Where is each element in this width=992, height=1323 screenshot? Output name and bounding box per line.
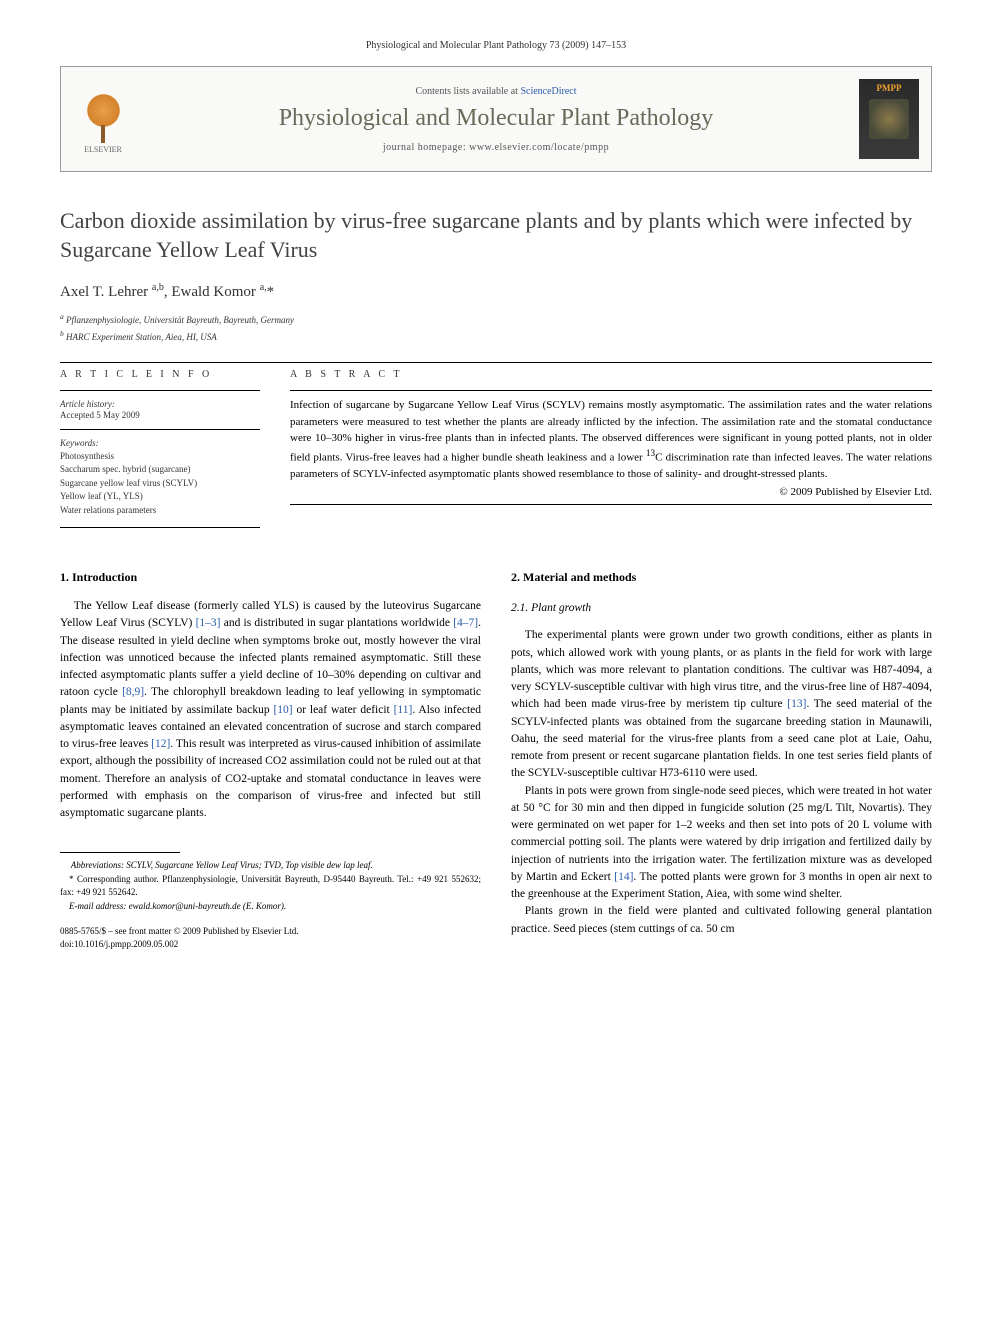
ref-link[interactable]: [11] xyxy=(394,704,413,716)
keywords-label: Keywords: xyxy=(60,438,260,448)
journal-homepage: journal homepage: www.elsevier.com/locat… xyxy=(148,142,844,153)
publisher-name: ELSEVIER xyxy=(84,145,122,154)
journal-name: Physiological and Molecular Plant Pathol… xyxy=(148,105,844,132)
journal-cover-thumbnail: PMPP xyxy=(859,79,919,159)
ref-link[interactable]: [14] xyxy=(614,871,633,883)
abstract-text: Infection of sugarcane by Sugarcane Yell… xyxy=(290,397,932,482)
methods-paragraph-2: Plants in pots were grown from single-no… xyxy=(511,783,932,904)
affiliations: a Pflanzenphysiologie, Universität Bayre… xyxy=(60,311,932,344)
body-columns: 1. Introduction The Yellow Leaf disease … xyxy=(60,568,932,950)
cover-image-icon xyxy=(869,99,909,139)
ref-link[interactable]: [1–3] xyxy=(196,617,221,629)
contents-prefix: Contents lists available at xyxy=(415,86,520,97)
page: Physiological and Molecular Plant Pathol… xyxy=(0,0,992,991)
running-head: Physiological and Molecular Plant Pathol… xyxy=(60,40,932,51)
subsection-2-1-heading: 2.1. Plant growth xyxy=(511,600,932,617)
ref-link[interactable]: [4–7] xyxy=(453,617,478,629)
abstract-column: A B S T R A C T Infection of sugarcane b… xyxy=(290,369,932,517)
article-title: Carbon dioxide assimilation by virus-fre… xyxy=(60,207,932,264)
ref-link[interactable]: [10] xyxy=(273,704,292,716)
elsevier-logo: ELSEVIER xyxy=(73,84,133,154)
contents-available-line: Contents lists available at ScienceDirec… xyxy=(148,86,844,97)
section-1-heading: 1. Introduction xyxy=(60,568,481,586)
footnote-corresponding: * Corresponding author. Pflanzenphysiolo… xyxy=(60,873,481,900)
copyright-line: © 2009 Published by Elsevier Ltd. xyxy=(290,486,932,498)
abstract-divider xyxy=(290,390,932,391)
authors: Axel T. Lehrer a,b, Ewald Komor a,* xyxy=(60,282,932,301)
info-divider xyxy=(60,429,260,430)
ref-link[interactable]: [8,9] xyxy=(122,686,144,698)
affiliation-b: b HARC Experiment Station, Aiea, HI, USA xyxy=(60,328,932,345)
article-info-column: A R T I C L E I N F O Article history: A… xyxy=(60,369,260,517)
header-center: Contents lists available at ScienceDirec… xyxy=(148,86,844,153)
ref-link[interactable]: [12] xyxy=(151,738,170,750)
abstract-heading: A B S T R A C T xyxy=(290,369,932,380)
footnotes: Abbreviations: SCYLV, Sugarcane Yellow L… xyxy=(60,859,481,913)
front-matter-line: 0885-5765/$ – see front matter © 2009 Pu… xyxy=(60,925,481,938)
doi-line: doi:10.1016/j.pmpp.2009.05.002 xyxy=(60,938,481,951)
intro-paragraph: The Yellow Leaf disease (formerly called… xyxy=(60,598,481,822)
affiliation-a: a Pflanzenphysiologie, Universität Bayre… xyxy=(60,311,932,328)
info-bottom-divider xyxy=(60,527,260,528)
footnote-email: E-mail address: ewald.komor@uni-bayreuth… xyxy=(60,900,481,914)
right-column: 2. Material and methods 2.1. Plant growt… xyxy=(511,568,932,950)
article-info-heading: A R T I C L E I N F O xyxy=(60,369,260,380)
ref-link[interactable]: [13] xyxy=(787,698,806,710)
cover-label: PMPP xyxy=(877,83,902,93)
history-text: Accepted 5 May 2009 xyxy=(60,409,260,423)
history-label: Article history: xyxy=(60,399,260,409)
info-divider xyxy=(60,390,260,391)
elsevier-tree-icon xyxy=(81,93,126,143)
footnote-rule xyxy=(60,852,180,853)
methods-paragraph-1: The experimental plants were grown under… xyxy=(511,627,932,782)
section-2-heading: 2. Material and methods xyxy=(511,568,932,586)
journal-header-box: ELSEVIER Contents lists available at Sci… xyxy=(60,66,932,172)
keywords-list: Photosynthesis Saccharum spec. hybrid (s… xyxy=(60,450,260,518)
sciencedirect-link[interactable]: ScienceDirect xyxy=(520,86,576,97)
footnote-abbrev: Abbreviations: SCYLV, Sugarcane Yellow L… xyxy=(60,859,481,873)
methods-paragraph-3: Plants grown in the field were planted a… xyxy=(511,903,932,938)
abstract-bottom-divider xyxy=(290,504,932,505)
left-column: 1. Introduction The Yellow Leaf disease … xyxy=(60,568,481,950)
info-abstract-row: A R T I C L E I N F O Article history: A… xyxy=(60,369,932,517)
divider xyxy=(60,362,932,363)
doi-block: 0885-5765/$ – see front matter © 2009 Pu… xyxy=(60,925,481,950)
